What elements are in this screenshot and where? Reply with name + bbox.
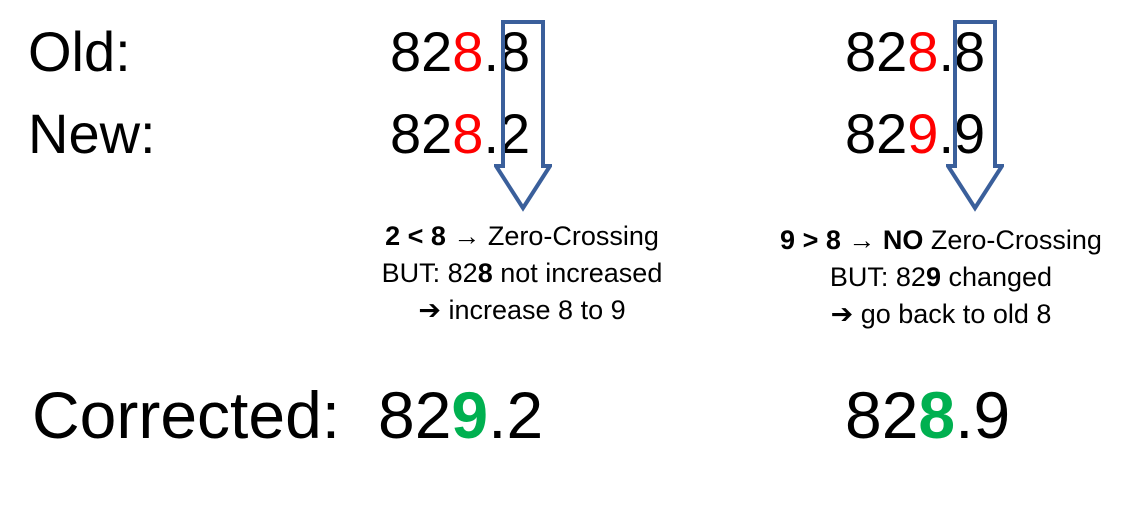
new-value-left: 828.2 [390,104,530,164]
digit-prefix: 82 [845,102,908,165]
corrected-value-left: 829.2 [378,380,543,450]
note-line-2: BUT: 829 changed [780,259,1102,296]
right-arrow-glyph: → [848,225,883,255]
highlighted-digit-red: 8 [907,20,939,83]
but-text-rest: changed [940,262,1053,292]
note-line-2: BUT: 828 not increased [382,255,663,292]
old-value-right: 828.8 [845,22,985,82]
action-text: go back to old 8 [853,299,1052,329]
comparison-text: 2 < 8 [385,221,454,251]
note-line-1: 2 < 8 → Zero-Crossing [382,218,663,255]
note-line-3: ➔ increase 8 to 9 [382,292,663,329]
bold-digit: 8 [477,258,493,288]
digit-suffix: .9 [955,378,1011,452]
right-arrow-glyph: → [453,221,488,251]
highlighted-digit-red: 9 [907,102,939,165]
note-line-1: 9 > 8 → NO Zero-Crossing [780,222,1102,259]
digit-suffix: .9 [938,102,986,165]
digit-prefix: 82 [390,20,453,83]
right-explanation-note: 9 > 8 → NO Zero-Crossing BUT: 829 change… [780,222,1102,333]
result-text: Zero-Crossing [930,225,1102,255]
highlighted-digit-green: 8 [918,378,956,452]
digit-suffix: .8 [938,20,986,83]
digit-suffix: .2 [483,102,531,165]
digit-suffix: .8 [483,20,531,83]
digit-prefix: 82 [378,378,452,452]
highlighted-digit-green: 9 [451,378,489,452]
new-row-label: New: [28,102,156,165]
corrected-row-label: Corrected: [32,378,341,452]
left-explanation-note: 2 < 8 → Zero-Crossing BUT: 828 not incre… [382,218,663,329]
bold-digit: 9 [925,262,941,292]
emphasis-text: NO [882,225,931,255]
down-arrow-icon [494,20,552,212]
digit-prefix: 82 [845,20,908,83]
but-text: BUT: 82 [381,258,478,288]
old-value-left: 828.8 [390,22,530,82]
digit-prefix: 82 [390,102,453,165]
result-text: Zero-Crossing [487,221,659,251]
corrected-value-right: 828.9 [845,380,1010,450]
comparison-text: 9 > 8 [780,225,849,255]
digit-prefix: 82 [845,378,919,452]
heavy-arrow-glyph: ➔ [830,299,854,329]
heavy-arrow-glyph: ➔ [418,295,441,325]
down-arrow-icon [946,20,1004,212]
highlighted-digit-red: 8 [452,20,484,83]
note-line-3: ➔ go back to old 8 [780,296,1102,333]
highlighted-digit-red: 8 [452,102,484,165]
digit-suffix: .2 [488,378,544,452]
but-text: BUT: 82 [829,262,926,292]
old-row-label: Old: [28,20,131,83]
action-text: increase 8 to 9 [441,295,626,325]
but-text-rest: not increased [492,258,663,288]
new-value-right: 829.9 [845,104,985,164]
